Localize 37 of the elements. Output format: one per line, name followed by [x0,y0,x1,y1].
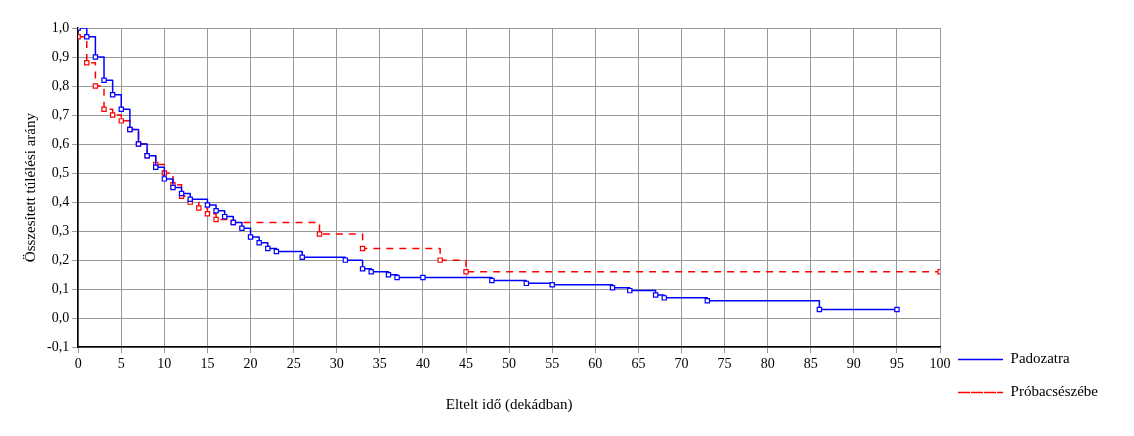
x-tick-label: 95 [889,356,904,372]
x-tick-label: 85 [803,356,818,372]
x-tick-label: 65 [631,356,646,372]
x-tick-label: 20 [243,356,258,372]
x-tick-label: 15 [200,356,215,372]
x-tick-label: 80 [760,356,775,372]
y-tick-label: 0,0 [51,309,70,325]
x-tick-label: 25 [286,356,301,372]
y-tick-label: 1,0 [51,19,70,35]
x-tick-label: 30 [329,356,344,372]
y-tick-label: 0,6 [51,135,70,151]
legend-label: Padozatra [1010,350,1071,367]
y-tick-label: 0,8 [51,77,70,93]
y-tick-label: 0,1 [51,280,70,296]
x-tick-label: 10 [157,356,172,372]
x-tick-label: 35 [372,356,387,372]
y-tick-label: 0,4 [51,193,70,209]
x-tick-label: 60 [588,356,603,372]
x-tick-label: 100 [929,356,951,372]
y-tick-label: 0,5 [51,164,70,180]
y-tick-label: 0,9 [51,48,70,64]
x-tick-label: 70 [674,356,689,372]
y-tick-label: 0,3 [51,222,70,238]
y-tick-label: 0,2 [51,251,70,267]
x-axis-title: Eltelt idő (dekádban) [445,395,573,413]
x-tick-label: 5 [117,356,125,372]
y-tick-label: 0,7 [51,106,70,122]
x-tick-label: 40 [415,356,430,372]
x-tick-label: 90 [846,356,861,372]
x-tick-label: 0 [74,356,82,372]
legend-label: Próbacsészébe [1010,383,1099,400]
x-tick-label: 45 [459,356,474,372]
x-tick-label: 50 [502,356,517,372]
y-axis-title: Összesített túlélési arány [21,112,38,263]
x-tick-label: 75 [717,356,732,372]
x-tick-label: 55 [545,356,560,372]
y-tick-label: -0,1 [46,338,70,354]
